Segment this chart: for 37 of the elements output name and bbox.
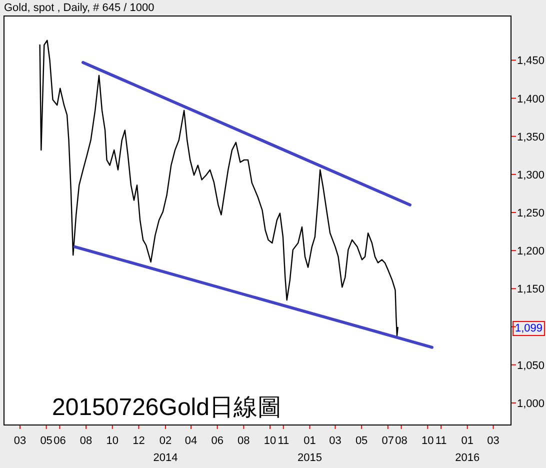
x-tick-label: 11 bbox=[435, 435, 447, 447]
annotation: 20150726Gold日線圖 bbox=[52, 394, 282, 421]
x-tick-label: 04 bbox=[184, 435, 198, 447]
x-tick-label: 08 bbox=[238, 435, 250, 447]
x-tick-label: 06 bbox=[54, 435, 66, 447]
annotation: 1,099 bbox=[515, 322, 543, 335]
x-tick-label: 10 bbox=[106, 435, 119, 447]
y-tick-label: 1,300 bbox=[517, 169, 545, 182]
y-tick-label: 1,250 bbox=[517, 208, 545, 220]
x-tick-label: 11 bbox=[278, 435, 290, 447]
x-tick-label: 02 bbox=[159, 435, 172, 447]
x-tick-label: 10 bbox=[422, 435, 434, 447]
x-tick-label: 03 bbox=[329, 435, 342, 447]
y-tick-label: 1,000 bbox=[517, 398, 545, 410]
x-tick-label: 01 bbox=[461, 435, 474, 447]
x-tick-label: 03 bbox=[487, 435, 500, 447]
x2-tick-label: 2016 bbox=[455, 452, 480, 464]
y-tick-label: 1,050 bbox=[517, 360, 545, 372]
x-tick-label: 10 bbox=[264, 435, 276, 447]
x-tick-label: 12 bbox=[132, 435, 145, 447]
x-tick-label: 08 bbox=[80, 435, 92, 447]
y-tick-label: 1,450 bbox=[517, 55, 545, 68]
x2-tick-label: 2015 bbox=[298, 452, 322, 464]
x-tick-label: 07 bbox=[382, 435, 394, 447]
y-tick-label: 1,350 bbox=[517, 131, 545, 144]
x-tick-label: 05 bbox=[355, 435, 368, 447]
x-tick-label: 06 bbox=[211, 435, 224, 447]
x2-tick-label: 2014 bbox=[153, 452, 178, 464]
x-tick-label: 01 bbox=[304, 435, 316, 447]
x-tick-label: 05 bbox=[40, 435, 52, 447]
x-tick-label: 08 bbox=[395, 435, 408, 447]
line-series bbox=[39, 40, 398, 336]
y-tick-label: 1,200 bbox=[517, 246, 545, 258]
chart-title: Gold, spot , Daily, # 645 / 1000 bbox=[4, 2, 154, 14]
y-tick-label: 1,150 bbox=[517, 284, 545, 296]
y-tick-label: 1,400 bbox=[517, 93, 545, 106]
x-tick-label: 03 bbox=[14, 435, 26, 447]
